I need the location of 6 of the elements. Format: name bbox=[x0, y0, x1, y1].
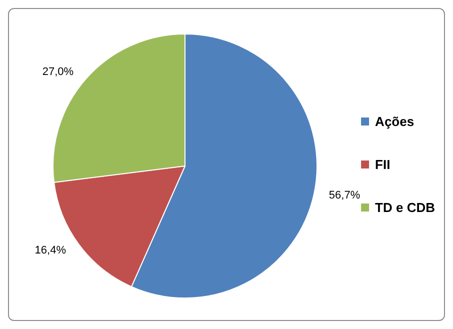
data-label: 16,4% bbox=[34, 244, 66, 257]
legend-label: TD e CDB bbox=[375, 200, 436, 215]
data-label: 27,0% bbox=[42, 66, 74, 78]
legend-label: FII bbox=[375, 157, 390, 172]
legend-label: Ações bbox=[375, 114, 414, 129]
data-label: 56,7% bbox=[328, 189, 360, 202]
